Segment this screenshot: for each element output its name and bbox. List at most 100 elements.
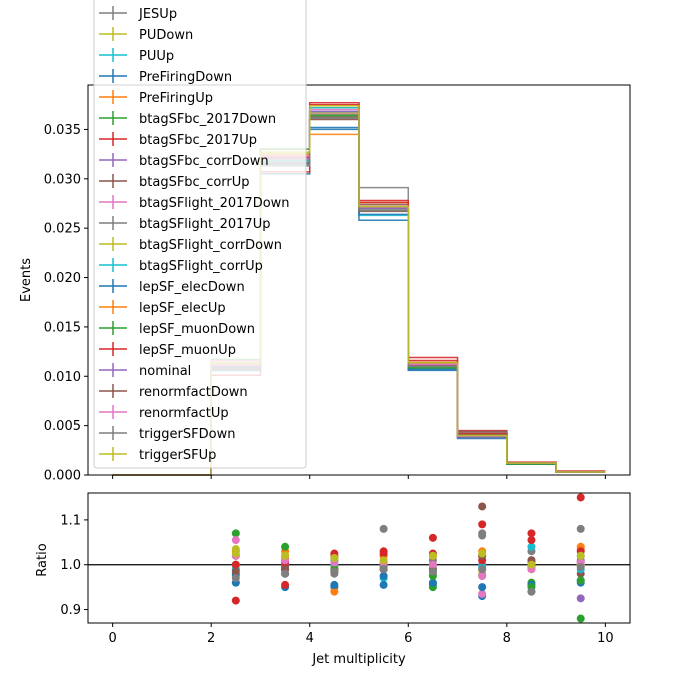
legend-entry: renormfactDown <box>99 384 248 400</box>
legend-label: JESUp <box>138 7 177 22</box>
main-y-axis-label: Events <box>19 258 34 302</box>
main-y-tick-label: 0.030 <box>44 172 81 187</box>
ratio-point <box>478 565 487 574</box>
legend-box <box>93 0 307 469</box>
legend-entry: btagSFbc_corrDown <box>99 153 269 169</box>
ratio-y-ticks: 0.9 1.0 1.1 <box>60 513 88 618</box>
ratio-point <box>379 571 388 580</box>
ratio-point <box>527 536 536 545</box>
ratio-point <box>527 542 536 551</box>
main-x-ticks <box>112 475 606 479</box>
legend-label: btagSFlight_corrDown <box>139 238 282 253</box>
legend-entry: PUDown <box>99 27 193 43</box>
ratio-point <box>576 551 585 560</box>
ratio-point <box>231 596 240 605</box>
legend-entry: triggerSFUp <box>99 447 216 463</box>
legend-label: lepSF_elecDown <box>139 280 245 295</box>
ratio-point <box>478 549 487 558</box>
legend-entry: btagSFlight_2017Down <box>99 195 290 211</box>
ratio-x-tick-label: 6 <box>404 631 412 646</box>
ratio-point <box>576 562 585 571</box>
ratio-point <box>231 529 240 538</box>
ratio-point <box>576 524 585 533</box>
ratio-point <box>428 578 437 587</box>
main-y-tick-label: 0.015 <box>44 320 81 335</box>
ratio-point <box>330 567 339 576</box>
legend-label: btagSFlight_2017Down <box>139 196 290 211</box>
legend-entry: lepSF_elecUp <box>99 300 226 316</box>
ratio-point <box>379 565 388 574</box>
ratio-y-axis-label: Ratio <box>35 543 50 576</box>
legend-label: renormfactUp <box>139 406 229 421</box>
ratio-point <box>231 549 240 558</box>
ratio-point <box>428 533 437 542</box>
legend-entry: PreFiringUp <box>99 90 213 106</box>
legend-label: btagSFbc_2017Up <box>139 133 257 148</box>
legend-entry: btagSFbc_2017Up <box>99 132 257 148</box>
ratio-point <box>576 493 585 502</box>
legend-label: btagSFbc_2017Down <box>139 112 276 127</box>
ratio-point <box>379 556 388 565</box>
legend: JESUp PUDown PUUp PreFiringDown PreFiringUp b… <box>93 0 307 469</box>
legend-entry: btagSFlight_corrUp <box>99 258 263 274</box>
legend-entry: nominal <box>99 363 191 379</box>
ratio-y-tick-label: 0.9 <box>60 603 81 618</box>
legend-entry: btagSFbc_2017Down <box>99 111 276 127</box>
ratio-point <box>379 549 388 558</box>
ratio-point <box>478 531 487 540</box>
legend-label: btagSFlight_2017Up <box>139 217 270 232</box>
legend-entry: lepSF_muonUp <box>99 342 236 358</box>
ratio-point <box>231 560 240 569</box>
ratio-x-tick-label: 8 <box>503 631 511 646</box>
legend-label: lepSF_muonUp <box>139 343 236 358</box>
ratio-point <box>330 554 339 562</box>
main-y-tick-label: 0.010 <box>44 370 81 385</box>
legend-entry: lepSF_muonDown <box>99 321 255 337</box>
ratio-y-tick-label: 1.1 <box>60 513 81 528</box>
legend-label: renormfactDown <box>139 385 248 400</box>
main-y-tick-label: 0.035 <box>44 123 81 138</box>
legend-label: PreFiringUp <box>139 91 213 106</box>
ratio-point <box>379 524 388 533</box>
legend-label: nominal <box>139 364 191 379</box>
legend-entry: btagSFlight_corrDown <box>99 237 282 253</box>
ratio-x-tick-label: 10 <box>597 631 614 646</box>
ratio-y-tick-label: 1.0 <box>60 558 81 573</box>
legend-label: PreFiringDown <box>139 70 232 85</box>
legend-entry: renormfactUp <box>99 405 229 421</box>
ratio-point <box>428 560 437 569</box>
legend-label: triggerSFUp <box>139 448 216 463</box>
ratio-point <box>576 594 585 603</box>
legend-entry: PreFiringDown <box>99 69 232 85</box>
main-histogram-panel: 0.000 0.005 0.010 0.015 0.020 0.025 0.030 0.035… <box>19 0 631 484</box>
legend-label: PUUp <box>139 49 174 64</box>
main-y-tick-label: 0.020 <box>44 271 81 286</box>
ratio-point <box>478 583 487 592</box>
ratio-point <box>281 542 290 551</box>
ratio-points <box>231 493 585 623</box>
ratio-point <box>330 587 339 596</box>
legend-entry: triggerSFDown <box>99 426 235 442</box>
legend-label: PUDown <box>139 28 193 43</box>
legend-entry: JESUp <box>99 6 177 22</box>
ratio-point <box>478 502 487 511</box>
ratio-point <box>428 551 437 560</box>
main-axes-frame <box>87 84 631 476</box>
ratio-axes-frame <box>87 492 631 624</box>
ratio-point <box>330 580 339 589</box>
ratio-point <box>281 580 290 589</box>
ratio-point <box>576 576 585 585</box>
ratio-point <box>478 520 487 529</box>
ratio-point <box>379 580 388 589</box>
ratio-x-ticks: 0 2 4 6 8 10 <box>108 623 614 646</box>
main-y-tick-label: 0.005 <box>44 419 81 434</box>
ratio-point <box>231 574 240 583</box>
legend-entry: PUUp <box>99 48 174 64</box>
ratio-point <box>527 587 536 596</box>
ratio-point <box>576 614 585 623</box>
legend-label: lepSF_elecUp <box>139 301 226 316</box>
ratio-point <box>231 567 240 576</box>
ratio-panel: 0.9 1.0 1.1 0 2 4 6 8 10 Ratio Jet multiplicity <box>35 492 631 667</box>
main-y-ticks: 0.000 0.005 0.010 0.015 0.020 0.025 0.030 0.035 <box>44 123 88 484</box>
